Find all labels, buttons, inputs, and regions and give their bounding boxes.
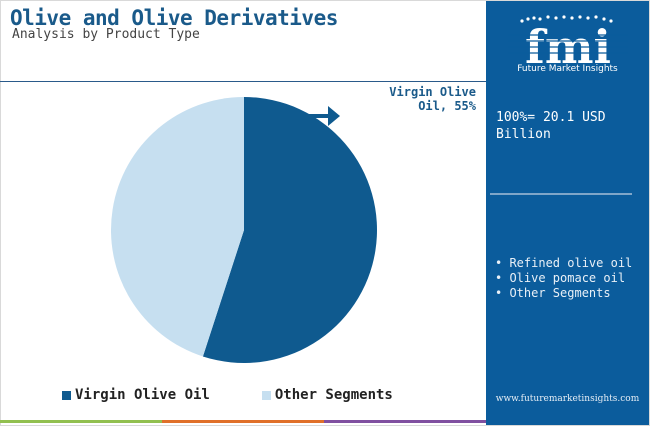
callout-arrow	[304, 106, 340, 126]
chart-legend: Virgin Olive Oil Other Segments	[62, 385, 445, 405]
segment-list: • Refined olive oil • Olive pomace oil •…	[495, 256, 645, 301]
info-panel: fmi Future Market Insights 100%= 20.1 US…	[486, 1, 649, 425]
header-divider	[0, 81, 486, 82]
fmi-logo: fmi	[508, 15, 628, 74]
slice-callout: Virgin Olive Oil, 55%	[354, 85, 476, 113]
logo-dots	[520, 15, 613, 23]
panel-divider	[490, 193, 632, 195]
pie-slices	[111, 97, 378, 363]
legend-swatch-virgin	[62, 390, 71, 400]
pie-chart	[111, 97, 378, 363]
segment-item: • Olive pomace oil	[495, 271, 626, 285]
pie-slice-other-segments	[111, 97, 244, 357]
accent-bar-purple	[324, 420, 486, 423]
accent-bar-orange	[162, 420, 324, 423]
legend-item-virgin: Virgin Olive Oil	[62, 387, 210, 403]
legend-label-other: Other Segments	[274, 387, 393, 403]
pie-slice-virgin-olive-oil	[202, 97, 378, 363]
logo-stripes	[508, 34, 628, 54]
legend-item-other: Other Segments	[261, 387, 393, 403]
callout-line-2: Oil, 55%	[418, 99, 476, 113]
page-subtitle: Analysis by Product Type	[12, 27, 200, 42]
logo-subtitle: Future Market Insights	[517, 64, 618, 74]
legend-swatch-other	[261, 390, 271, 400]
accent-bar-green	[0, 420, 162, 423]
segment-item: • Refined olive oil	[495, 256, 633, 270]
legend-label-virgin: Virgin Olive Oil	[75, 387, 210, 403]
callout-line-1: Virgin Olive	[389, 85, 476, 99]
page-title: Olive and Olive Derivatives	[10, 6, 338, 30]
segment-item: • Other Segments	[495, 286, 611, 300]
market-total: 100%= 20.1 USD Billion	[496, 110, 606, 142]
website-link[interactable]: www.futuremarketinsights.com	[495, 394, 640, 404]
